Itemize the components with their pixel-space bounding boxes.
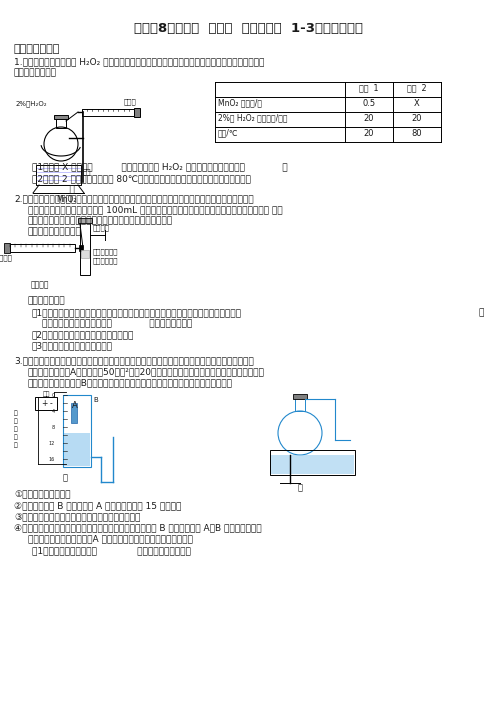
Text: 底部的玻璃棉上，塞紧橡皮塞（并用拇指压住），在试管底部: 底部的玻璃棉上，塞紧橡皮塞（并用拇指压住），在试管底部 <box>28 216 173 225</box>
Text: 实验  2: 实验 2 <box>407 83 427 92</box>
Text: （1）写出该实验的原理：              （用化学方程式表示）: （1）写出该实验的原理： （用化学方程式表示） <box>32 546 191 555</box>
Text: 2%的H₂O₂: 2%的H₂O₂ <box>16 100 48 107</box>
Bar <box>134 107 140 117</box>
Text: 磁: 磁 <box>14 410 18 416</box>
Bar <box>54 115 68 119</box>
Text: 。: 。 <box>32 185 75 194</box>
Text: 热: 热 <box>14 434 18 439</box>
Text: 注射器: 注射器 <box>124 98 137 105</box>
Text: 验数据记录如下：: 验数据记录如下： <box>14 68 57 77</box>
Text: 实验装置: 实验装置 <box>31 280 49 289</box>
Text: 。: 。 <box>479 308 484 317</box>
Text: （1）表中 X 的值应为          ；实验中，比较 H₂O₂ 分解速率大小可通过观察             。: （1）表中 X 的值应为 ；实验中，比较 H₂O₂ 分解速率大小可通过观察 。 <box>32 162 288 171</box>
Text: （2）整个实验过程中，活塞的运动方向为: （2）整个实验过程中，活塞的运动方向为 <box>32 330 134 339</box>
Text: ③将过量的红磷平铺在惰性电热板上，盖紧密封盖。: ③将过量的红磷平铺在惰性电热板上，盖紧密封盖。 <box>14 512 140 521</box>
Text: 平，记录液面刻度。（注：A 容器内固态物质所占的体积忽略不计）: 平，记录液面刻度。（注：A 容器内固态物质所占的体积忽略不计） <box>28 534 193 543</box>
Text: 16: 16 <box>49 457 55 462</box>
Text: （1）待反应结束，装置完全冷却后，注射器内的水进入具支试管的体积约为试管容积的: （1）待反应结束，装置完全冷却后，注射器内的水进入具支试管的体积约为试管容积的 <box>32 308 242 317</box>
Bar <box>35 397 57 410</box>
Bar <box>71 403 77 423</box>
Text: 3.某研究性学习小组对书本探究空气中氧气的体积分数实验（图乙）装置进行了改进，设计了如图甲: 3.某研究性学习小组对书本探究空气中氧气的体积分数实验（图乙）装置进行了改进，设… <box>14 356 254 365</box>
Text: 以厘米为单位的刻度，B是带刻度的敞口玻璃管（其他辅助装置略），操作过程如下：: 以厘米为单位的刻度，B是带刻度的敞口玻璃管（其他辅助装置略），操作过程如下： <box>28 378 233 387</box>
Bar <box>63 395 91 467</box>
Text: 性: 性 <box>14 418 18 423</box>
Text: A: A <box>72 401 78 410</box>
Bar <box>4 243 10 253</box>
Text: 4: 4 <box>52 409 55 414</box>
Text: （2）实验 2 中水浴温度控制在 80℃时，测定的反应速率会比真实值偏大，其原因是: （2）实验 2 中水浴温度控制在 80℃时，测定的反应速率会比真实值偏大，其原因… <box>32 174 251 183</box>
Text: 2.如图是某同学设计的测定空气中氧气含量的实验装置。在具支试管中铺上一层玻璃棉，用于保护反: 2.如图是某同学设计的测定空气中氧气含量的实验装置。在具支试管中铺上一层玻璃棉，… <box>14 194 253 203</box>
Text: 所示的装置，其中A是底面积为50厘米²、高20厘米的圆筒状玻璃容器（带密封盖），上面标有: 所示的装置，其中A是底面积为50厘米²、高20厘米的圆筒状玻璃容器（带密封盖），… <box>28 367 265 376</box>
Bar <box>36 165 81 185</box>
Text: 20: 20 <box>364 114 374 123</box>
Text: 电: 电 <box>14 426 18 432</box>
Text: 8: 8 <box>52 425 55 430</box>
Text: 1.某同学为了探究温度对 H₂O₂ 分解速率的影响，利用下图所示装置（夹持装置略去）进行实验，实: 1.某同学为了探究温度对 H₂O₂ 分解速率的影响，利用下图所示装置（夹持装置略… <box>14 57 264 66</box>
Text: 0.5: 0.5 <box>363 99 375 108</box>
Text: 回答下列问题：: 回答下列问题： <box>28 296 65 305</box>
Bar <box>271 455 354 474</box>
Text: 12: 12 <box>49 441 55 446</box>
Text: ①检查装置的气密性。: ①检查装置的气密性。 <box>14 490 70 499</box>
Text: 80: 80 <box>412 129 422 138</box>
Bar <box>81 250 89 258</box>
Text: 一、空气与氧气: 一、空气与氧气 <box>14 44 61 54</box>
Bar <box>56 118 66 128</box>
Text: 玻璃棉（用于: 玻璃棉（用于 <box>93 248 119 255</box>
Bar <box>64 433 90 466</box>
Text: 20: 20 <box>364 129 374 138</box>
Bar <box>80 222 90 275</box>
Text: 具支试管: 具支试管 <box>93 224 110 231</box>
Text: B: B <box>93 397 98 403</box>
Bar <box>79 245 83 251</box>
Text: MnO₂ 的质量/克: MnO₂ 的质量/克 <box>218 98 262 107</box>
Text: 稍微加热，白磷燃烧。: 稍微加热，白磷燃烧。 <box>28 227 82 236</box>
Text: 水浴: 水浴 <box>83 168 91 175</box>
Bar <box>10 244 75 252</box>
Bar <box>295 397 305 411</box>
Text: 若进水量偏小，可能的原因是             （写出一个即可）: 若进水量偏小，可能的原因是 （写出一个即可） <box>42 319 192 328</box>
Bar <box>293 394 307 399</box>
Text: MnO₂: MnO₂ <box>56 195 76 204</box>
Text: 应管；注射器提前连接好，装入 100mL 水。实验时，将橡皮塞取下，取一定量的白磷放入具支 试管: 应管；注射器提前连接好，装入 100mL 水。实验时，将橡皮塞取下，取一定量的白… <box>28 205 283 214</box>
Text: -: - <box>50 399 53 408</box>
Text: 100mL注射器: 100mL注射器 <box>0 254 12 260</box>
Text: +: + <box>41 399 48 408</box>
Text: 甲: 甲 <box>62 473 67 482</box>
Text: X: X <box>414 99 420 108</box>
Bar <box>270 450 355 475</box>
Text: （3）你认为该实验设计的优点是: （3）你认为该实验设计的优点是 <box>32 341 113 350</box>
Bar <box>78 218 92 223</box>
Text: 乙: 乙 <box>298 483 303 492</box>
Bar <box>82 109 134 116</box>
Text: 板: 板 <box>14 442 18 448</box>
Text: 保护反应管）: 保护反应管） <box>93 257 119 264</box>
Text: ④通电加热红磷，充分反应后，待冷却到原来的状态，调整 B 的高度使容器 A、B 中的液面保持相: ④通电加热红磷，充分反应后，待冷却到原来的状态，调整 B 的高度使容器 A、B … <box>14 523 261 532</box>
Text: 浙教版8年级下册  第三章  空气与生命  1-3节实验探究题: 浙教版8年级下册 第三章 空气与生命 1-3节实验探究题 <box>133 22 363 35</box>
Text: 2%的 H₂O₂ 溶液体积/毫升: 2%的 H₂O₂ 溶液体积/毫升 <box>218 113 288 122</box>
Text: ②加入水并调整 B 的高度，使 A 中的液面至刻度 15 厘米处。: ②加入水并调整 B 的高度，使 A 中的液面至刻度 15 厘米处。 <box>14 501 182 510</box>
Text: 实验  1: 实验 1 <box>359 83 379 92</box>
Text: 20: 20 <box>412 114 422 123</box>
Text: 温度/℃: 温度/℃ <box>218 128 239 137</box>
Text: 0: 0 <box>52 393 55 398</box>
Text: 电源: 电源 <box>42 391 50 397</box>
